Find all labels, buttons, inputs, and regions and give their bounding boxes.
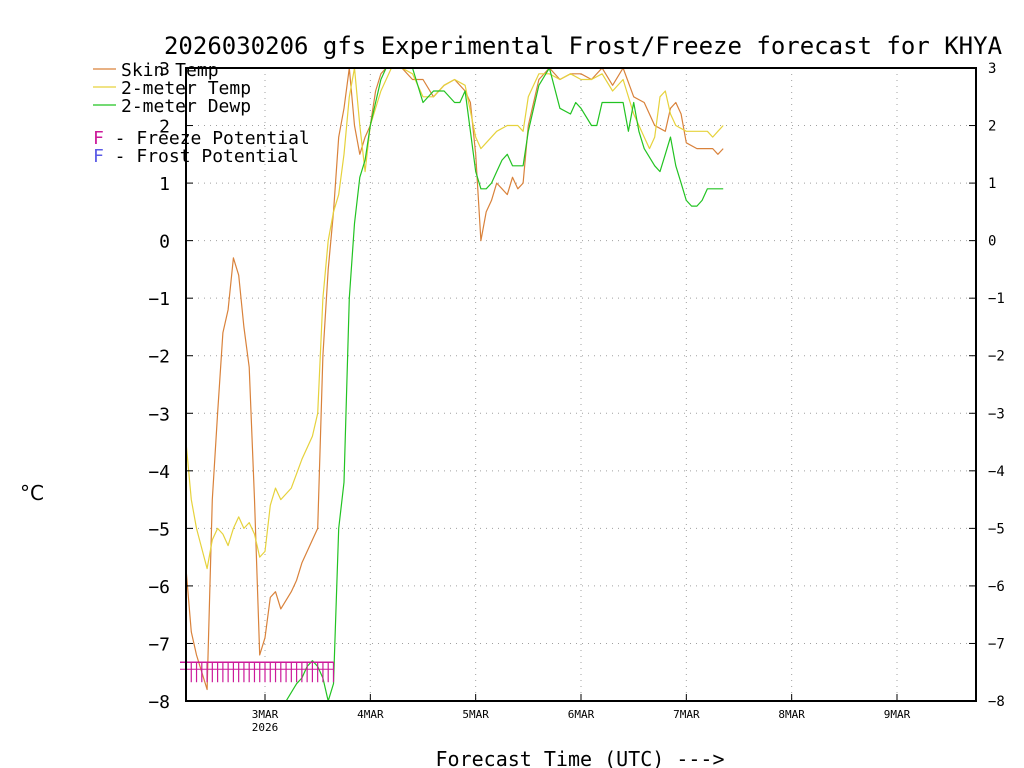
x-tick-label: 5MAR bbox=[462, 708, 489, 721]
y-axis-unit: °C bbox=[20, 481, 44, 505]
axes: −8 −8 −7 −7 −6 −6 −5 −5 −4 −4 −3 −3 −2 −2 −1 −1 0 0 1 1 2 2 3 3… bbox=[148, 59, 1005, 734]
y-tick-label-right: −1 bbox=[988, 291, 1005, 307]
y-tick-label-right: −3 bbox=[988, 406, 1005, 422]
legend-label: 2-meter Temp bbox=[121, 78, 251, 99]
legend-label: 2-meter Dewp bbox=[121, 96, 251, 117]
y-tick-label-right: 3 bbox=[988, 61, 996, 77]
y-tick-label-right: −8 bbox=[988, 694, 1005, 710]
x-tick-label: 6MAR bbox=[568, 708, 595, 721]
freeze-potential-markers bbox=[180, 661, 335, 683]
y-tick-label-right: −6 bbox=[988, 579, 1005, 595]
chart-title: 2026030206 gfs Experimental Frost/Freeze… bbox=[164, 32, 1003, 60]
plot-frame bbox=[185, 67, 977, 702]
grid-lines bbox=[186, 68, 976, 701]
y-tick-label-left: −2 bbox=[148, 347, 170, 368]
y-tick-label-right: −5 bbox=[988, 521, 1005, 537]
x-tick-label: 9MAR bbox=[884, 708, 911, 721]
y-tick-label-left: −7 bbox=[148, 634, 170, 655]
y-tick-label-left: −4 bbox=[148, 462, 170, 483]
series-line-skin-temp bbox=[186, 68, 724, 691]
y-tick-label-right: 1 bbox=[988, 176, 996, 192]
y-tick-label-right: −4 bbox=[988, 464, 1005, 480]
y-tick-label-left: 3 bbox=[159, 59, 170, 80]
y-tick-label-left: 0 bbox=[159, 232, 170, 253]
x-tick-label: 4MAR bbox=[357, 708, 384, 721]
y-tick-label-left: 2 bbox=[159, 117, 170, 138]
x-tick-label: 7MAR bbox=[673, 708, 700, 721]
series-lines bbox=[186, 68, 724, 701]
y-tick-label-left: −6 bbox=[148, 577, 170, 598]
x-tick-sublabel: 2026 bbox=[252, 721, 279, 734]
y-tick-label-right: −2 bbox=[988, 349, 1005, 365]
y-tick-label-right: 0 bbox=[988, 234, 996, 250]
legend-label: Skin Temp bbox=[121, 60, 219, 81]
x-tick-label: 3MAR bbox=[252, 708, 279, 721]
y-tick-label-left: −3 bbox=[148, 404, 170, 425]
series-line-2-meter-dewp bbox=[285, 68, 724, 701]
x-axis-title: Forecast Time (UTC) ---> bbox=[436, 747, 725, 768]
y-tick-label-right: 2 bbox=[988, 119, 996, 135]
y-tick-label-right: −7 bbox=[988, 636, 1005, 652]
legend-label: F - Frost Potential bbox=[93, 146, 299, 167]
y-tick-label-left: −5 bbox=[148, 519, 170, 540]
y-tick-label-left: −1 bbox=[148, 289, 170, 310]
legend-label: F - Freeze Potential bbox=[93, 128, 310, 149]
y-tick-label-left: 1 bbox=[159, 174, 170, 195]
y-tick-label-left: −8 bbox=[148, 692, 170, 713]
x-tick-label: 8MAR bbox=[778, 708, 805, 721]
